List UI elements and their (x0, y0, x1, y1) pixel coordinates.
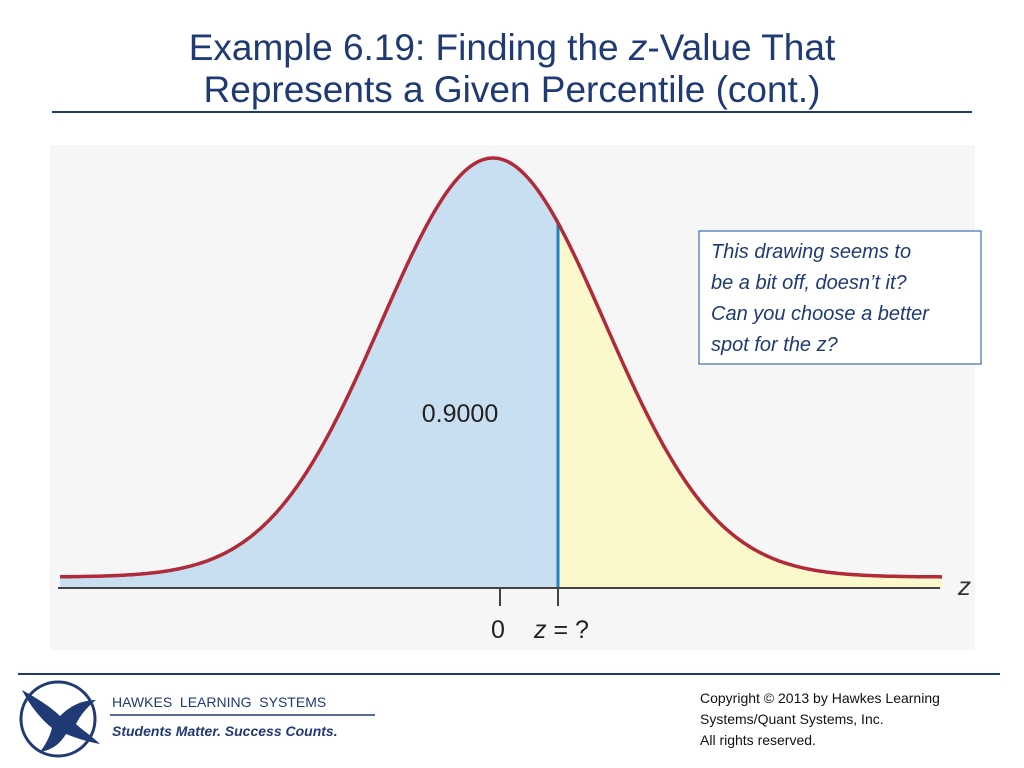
tick-label-part: z (533, 616, 547, 644)
title-line: Represents a Given Percentile (cont.) (204, 69, 821, 110)
note-line: be a bit off, doesn’t it? (711, 272, 908, 294)
axis-label: z (957, 571, 971, 601)
curve-line (59, 156, 942, 579)
area-label: 0.9000 (422, 400, 498, 428)
normal-curve (59, 156, 942, 588)
note-line: spot for the z? (711, 334, 839, 356)
note-box (698, 230, 982, 365)
tick-label-part: = ? (547, 616, 589, 644)
slogan: Students Matter. Success Counts. (112, 723, 338, 739)
title-part: -Value That (647, 27, 836, 68)
copyright-line: Systems/Quant Systems, Inc. (700, 711, 884, 727)
copyright-line: All rights reserved. (700, 732, 816, 748)
tick-label: 0 (491, 616, 505, 644)
area-left (60, 158, 558, 588)
copyright: Copyright © 2013 by Hawkes Learning Syste… (700, 690, 940, 748)
title-part: z (628, 27, 648, 68)
area-right (558, 222, 942, 588)
title-line: Example 6.19: Finding the z-Value That (189, 27, 836, 68)
note-text: This drawing seems to be a bit off, doesn… (711, 241, 930, 356)
logo (19, 680, 100, 758)
copyright-line: Copyright © 2013 by Hawkes Learning (700, 690, 940, 706)
tick-label: z = ? (533, 616, 589, 644)
note-line: This drawing seems to (711, 241, 911, 263)
title-part: Example 6.19: Finding the (189, 27, 629, 68)
company-name: HAWKES LEARNING SYSTEMS (112, 694, 326, 710)
note-line: Can you choose a better (711, 303, 930, 325)
